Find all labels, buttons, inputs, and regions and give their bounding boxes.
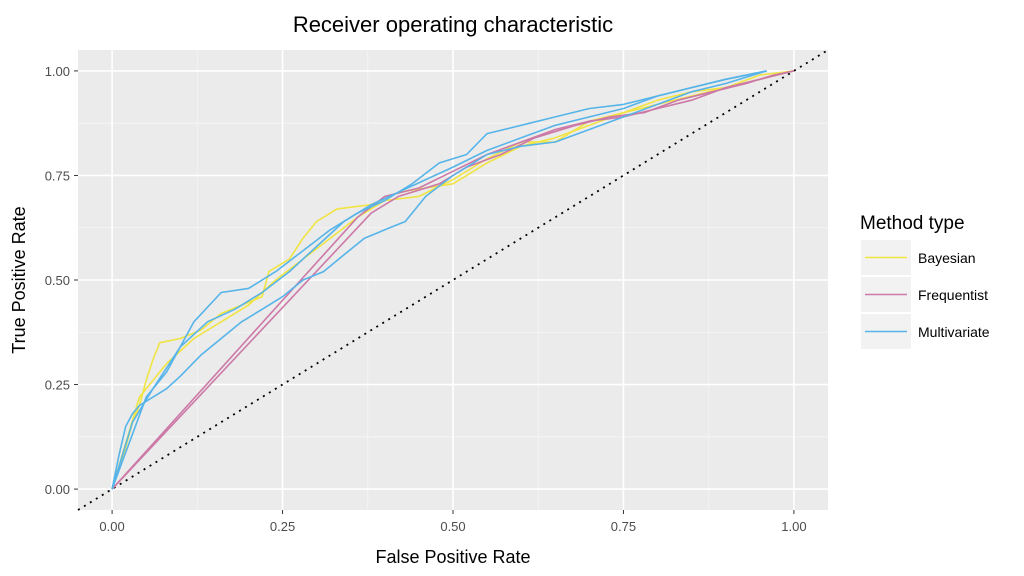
- chart-title: Receiver operating characteristic: [293, 12, 613, 37]
- x-tick-label: 0.75: [611, 519, 636, 534]
- legend-title: Method type: [860, 213, 965, 234]
- legend: Method type Bayesian Frequentist Multivari…: [860, 213, 990, 349]
- x-tick-label: 0.00: [99, 519, 124, 534]
- x-tick-label: 0.25: [270, 519, 295, 534]
- y-tick-label: 0.00: [45, 482, 70, 497]
- legend-label: Frequentist: [918, 287, 988, 303]
- major-gridlines: [78, 50, 828, 510]
- x-tick-label: 1.00: [781, 519, 806, 534]
- legend-label: Bayesian: [918, 250, 976, 266]
- y-axis-ticks: 0.00 0.25 0.50 0.75 1.00: [45, 64, 78, 497]
- series-line-multivariate: [111, 70, 767, 490]
- series-line-bayesian: [111, 70, 795, 490]
- x-tick-label: 0.50: [440, 519, 465, 534]
- y-tick-label: 0.50: [45, 273, 70, 288]
- legend-items: Bayesian Frequentist Multivariate: [861, 240, 990, 349]
- series-line-multivariate: [111, 70, 767, 490]
- series-line-frequentist: [111, 70, 795, 490]
- x-axis-ticks: 0.00 0.25 0.50 0.75 1.00: [99, 510, 807, 534]
- y-tick-label: 1.00: [45, 64, 70, 79]
- legend-label: Multivariate: [918, 324, 990, 340]
- y-tick-label: 0.25: [45, 378, 70, 393]
- y-tick-label: 0.75: [45, 168, 70, 183]
- x-axis-title: False Positive Rate: [375, 547, 530, 567]
- series-line-multivariate: [111, 70, 767, 490]
- series-lines: [111, 70, 795, 490]
- y-axis-title: True Positive Rate: [9, 206, 29, 353]
